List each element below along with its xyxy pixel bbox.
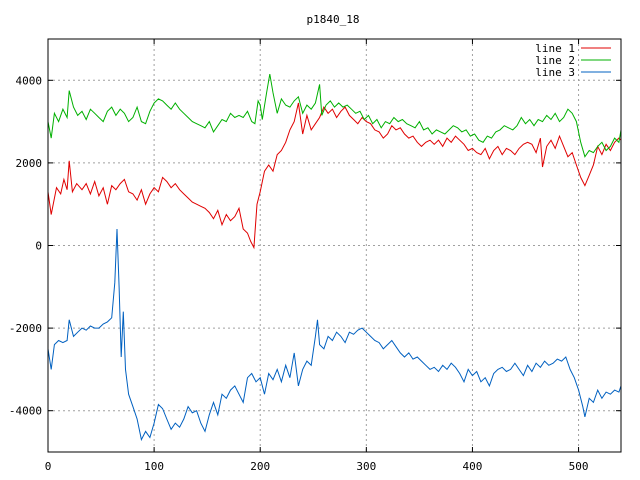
axis-ticks: 0 100 200 300 400 500 -4000 -2000 0 2000 4000 [9, 39, 621, 473]
series-line-2 [47, 74, 622, 158]
chart-title: p1840_18 [307, 13, 360, 26]
y-tick-label: -4000 [9, 405, 42, 418]
y-tick-label: 4000 [16, 74, 43, 87]
series-line-1 [47, 102, 622, 250]
x-tick-label: 400 [463, 460, 483, 473]
x-tick-label: 200 [250, 460, 270, 473]
series-line-3 [47, 228, 622, 442]
y-tick-label: 2000 [16, 157, 43, 170]
x-tick-label: 0 [45, 460, 52, 473]
legend-label-3: line 3 [535, 66, 575, 79]
series-group [47, 74, 622, 442]
y-tick-label: 0 [35, 240, 42, 253]
x-tick-label: 300 [356, 460, 376, 473]
x-tick-label: 100 [144, 460, 164, 473]
legend-label-1: line 1 [535, 42, 575, 55]
y-tick-label: -2000 [9, 322, 42, 335]
x-tick-label: 500 [569, 460, 589, 473]
grid [48, 39, 621, 452]
legend-label-2: line 2 [535, 54, 575, 67]
